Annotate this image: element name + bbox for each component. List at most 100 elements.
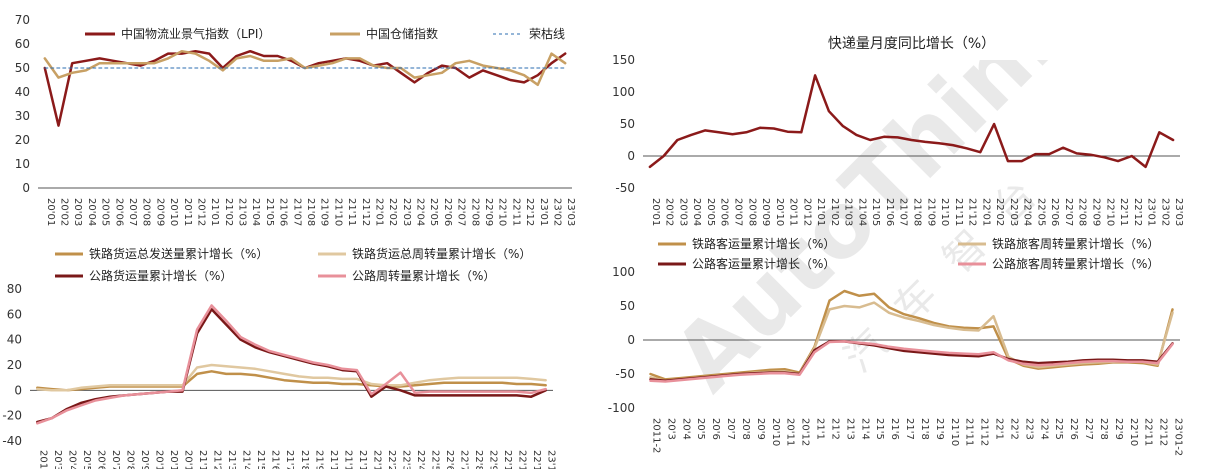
x-tick-label: 23'01 bbox=[538, 198, 549, 226]
x-tick-label: 21'12 bbox=[360, 198, 371, 226]
chart-3: -40 -20 0 20 40 60 80 2011-2 20'3 20'4 20'5 20'6 20'… bbox=[2, 246, 556, 469]
y-tick-label: 0 bbox=[627, 333, 635, 347]
x-tick-label: 20'12 bbox=[183, 450, 194, 469]
x-tick-label: 20'02 bbox=[664, 198, 675, 226]
x-tick-label: 21'3 bbox=[226, 450, 237, 469]
x-tick-label: 22'12 bbox=[524, 198, 535, 226]
x-tick-label: 22'8 bbox=[1098, 418, 1109, 440]
x-tick-label: 20'06 bbox=[113, 198, 124, 226]
x-tick-label: 21'02 bbox=[829, 198, 840, 226]
x-tick-label: 21'5 bbox=[874, 418, 885, 440]
x-tick-label: 21'10 bbox=[328, 450, 339, 469]
x-tick-label: 21'04 bbox=[856, 198, 867, 226]
x-tick-label: 20'09 bbox=[154, 198, 165, 226]
x-tick-label: 21'04 bbox=[250, 198, 261, 226]
x-tick-label: 21'1 bbox=[815, 418, 826, 440]
x-tick-label: 20'6 bbox=[95, 450, 106, 469]
x-tick-label: 21'09 bbox=[319, 198, 330, 226]
x-tick-label: 22'01 bbox=[373, 198, 384, 226]
x-tick-label: 23'01 bbox=[1146, 198, 1157, 226]
x-tick-label: 22'9 bbox=[1113, 418, 1124, 440]
x-tick-label: 20'5 bbox=[81, 450, 92, 469]
x-tick-label: 22'08 bbox=[1077, 198, 1088, 226]
y-tick-label: -100 bbox=[608, 401, 635, 415]
x-tick-label: 21'9 bbox=[313, 450, 324, 469]
y-tick-label: 0 bbox=[627, 149, 635, 163]
y-tick-label: 60 bbox=[15, 37, 30, 51]
x-tick-label: 20'9 bbox=[139, 450, 150, 469]
x-tick-label: 22'11 bbox=[1118, 198, 1129, 226]
x-tick-label: 21'10 bbox=[939, 198, 950, 226]
x-tick-label: 20'9 bbox=[755, 418, 766, 440]
x-tick-label: 21'11 bbox=[342, 450, 353, 469]
y-tick-label: 20 bbox=[7, 358, 22, 372]
x-tick-label: 22'11 bbox=[517, 450, 528, 469]
x-tick-label: 22'6 bbox=[444, 450, 455, 469]
x-tick-label: 22'10 bbox=[1128, 418, 1139, 446]
series-line-4 bbox=[649, 340, 1174, 383]
x-tick-label: 22'6 bbox=[1068, 418, 1079, 440]
x-tick-label: 20'3 bbox=[52, 450, 63, 469]
x-tick-label: 22'02 bbox=[387, 198, 398, 226]
x-tick-label: 21'03 bbox=[843, 198, 854, 226]
x-tick-label: 21'12 bbox=[967, 198, 978, 226]
x-tick-label: 20'6 bbox=[710, 418, 721, 440]
x-tick-label: 22'5 bbox=[430, 450, 441, 469]
x-tick-label: 22'1 bbox=[994, 418, 1005, 440]
x-tick-label: 21'8 bbox=[299, 450, 310, 469]
x-tick-label: 20'8 bbox=[124, 450, 135, 469]
x-tick-label: 20'04 bbox=[691, 198, 702, 226]
x-tick-label: 21'01 bbox=[209, 198, 220, 226]
x-tick-label: 22'2 bbox=[1008, 418, 1019, 440]
x-tick-label: 21'7 bbox=[904, 418, 915, 440]
x-tick-label: 22'09 bbox=[483, 198, 494, 226]
x-tick-label: 20'10 bbox=[153, 450, 164, 469]
x-tick-label: 20'05 bbox=[705, 198, 716, 226]
x-tick-label: 22'03 bbox=[1008, 198, 1019, 226]
x-tick-label: 20'4 bbox=[66, 450, 77, 469]
x-tick-label: 21'9 bbox=[934, 418, 945, 440]
x-tick-label: 22'10 bbox=[502, 450, 513, 469]
x-tick-label: 20'7 bbox=[725, 418, 736, 440]
x-tick-label: 23'03 bbox=[1173, 198, 1184, 226]
x-tick-label: 21'1 bbox=[197, 450, 208, 469]
legend-label: 铁路客运量累计增长（%） bbox=[692, 236, 835, 251]
x-tick-label: 20'3 bbox=[665, 418, 676, 440]
x-tick-label: 21'01 bbox=[815, 198, 826, 226]
y-tick-label: 80 bbox=[7, 282, 22, 296]
y-tick-label: 20 bbox=[15, 133, 30, 147]
x-tick-label: 20'12 bbox=[195, 198, 206, 226]
x-tick-label: 20'11 bbox=[182, 198, 193, 226]
x-tick-label: 22'7 bbox=[459, 450, 470, 469]
x-tick-label: 22'12 bbox=[1158, 418, 1169, 446]
x-tick-label: 20'07 bbox=[733, 198, 744, 226]
x-tick-label: 22'10 bbox=[497, 198, 508, 226]
x-tick-label: 21'3 bbox=[844, 418, 855, 440]
x-tick-label: 21'10 bbox=[332, 198, 343, 226]
x-tick-label: 22'2 bbox=[386, 450, 397, 469]
legend-label: 铁路货运总周转量累计增长（%） bbox=[352, 246, 531, 261]
x-tick-label: 22'12 bbox=[531, 450, 542, 469]
x-tick-label: 22'1 bbox=[371, 450, 382, 469]
x-tick-label: 2011-2 bbox=[650, 418, 661, 453]
x-tick-label: 20'11 bbox=[785, 418, 796, 446]
x-tick-label: 20'04 bbox=[86, 198, 97, 226]
x-tick-label: 23'1-2 bbox=[546, 450, 557, 469]
x-tick-label: 22'11 bbox=[510, 198, 521, 226]
x-tick-label: 21'4 bbox=[859, 418, 870, 440]
x-tick-label: 20'7 bbox=[110, 450, 121, 469]
legend-label: 中国物流业景气指数（LPI） bbox=[121, 26, 270, 41]
y-tick-label: 30 bbox=[15, 109, 30, 123]
x-tick-label: 22'3 bbox=[1023, 418, 1034, 440]
x-tick-label: 22'08 bbox=[469, 198, 480, 226]
x-tick-label: 20'5 bbox=[695, 418, 706, 440]
chart-1: 0 10 20 30 40 50 60 70 20'01 20'02 20'03 20'04 20'05… bbox=[15, 13, 576, 226]
x-tick-label: 22'05 bbox=[428, 198, 439, 226]
x-tick-label: 20'06 bbox=[719, 198, 730, 226]
x-tick-label: 20'02 bbox=[59, 198, 70, 226]
x-tick-label: 20'08 bbox=[141, 198, 152, 226]
x-tick-label: 21'02 bbox=[223, 198, 234, 226]
x-tick-label: 22'5 bbox=[1053, 418, 1064, 440]
